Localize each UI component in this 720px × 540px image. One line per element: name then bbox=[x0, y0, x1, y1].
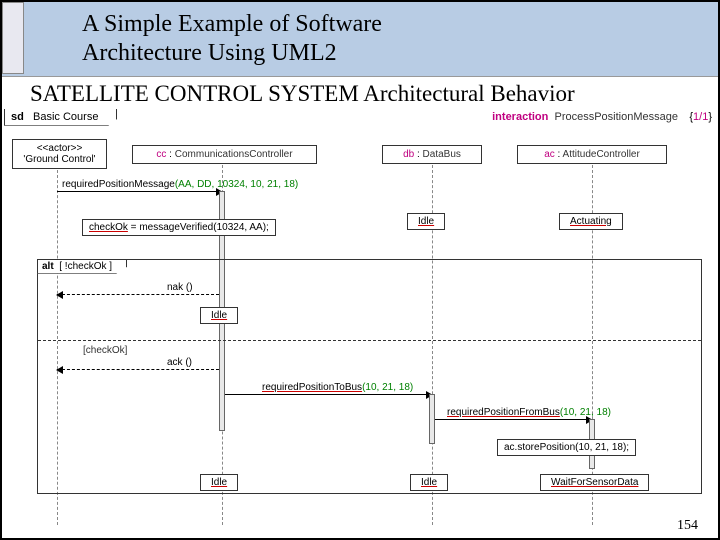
title-line1: A Simple Example of Software bbox=[82, 11, 382, 37]
sequence-count: {1/1} bbox=[689, 111, 712, 123]
sd-keyword: sd bbox=[11, 111, 24, 123]
lifeline-cc: cc : CommunicationsController bbox=[132, 145, 317, 164]
interaction-kw: interaction bbox=[492, 111, 548, 123]
lifeline-ac: ac : AttitudeController bbox=[517, 145, 667, 164]
page-title: A Simple Example of Software Architectur… bbox=[32, 10, 708, 68]
alt-frame: alt [ !checkOk ] [checkOk] bbox=[37, 259, 702, 494]
alt-divider bbox=[38, 340, 701, 341]
msg1-args: (AA, DD, 10324, 10, 21, 18) bbox=[175, 179, 298, 190]
actor-stereotype: <<actor>> bbox=[19, 143, 100, 154]
lifeline-db: db : DataBus bbox=[382, 145, 482, 164]
msg2-lhs: checkOk bbox=[89, 222, 128, 233]
ac-cls: AttitudeController bbox=[563, 149, 640, 160]
page-subtitle: SATELLITE CONTROL SYSTEM Architectural B… bbox=[2, 77, 718, 109]
side-tab bbox=[2, 2, 24, 74]
alt-guard2: [checkOk] bbox=[83, 345, 127, 356]
sequence-diagram: sd Basic Course interaction ProcessPosit… bbox=[2, 109, 718, 529]
sd-name: Basic Course bbox=[33, 111, 98, 123]
state-ac-actuating: Actuating bbox=[559, 213, 623, 230]
db-cls: DataBus bbox=[423, 149, 461, 160]
msg3-name: requiredPositionToBus bbox=[262, 382, 362, 393]
cc-cls: CommunicationsController bbox=[175, 149, 293, 160]
state-actuating: Actuating bbox=[570, 216, 612, 227]
msg1-name: requiredPositionMessage bbox=[62, 179, 175, 190]
actor-name: 'Ground Control' bbox=[19, 154, 100, 165]
seq-count-val: 1/1 bbox=[693, 111, 708, 123]
msg4-name: requiredPositionFromBus bbox=[447, 407, 560, 418]
msg1-arrow bbox=[57, 191, 222, 192]
msg4-args: (10, 21, 18) bbox=[560, 407, 611, 418]
ack-label: ack () bbox=[167, 357, 192, 368]
msg1-label: requiredPositionMessage(AA, DD, 10324, 1… bbox=[62, 179, 298, 190]
state-db-idle-1: Idle bbox=[407, 213, 445, 230]
frame-tab: sd Basic Course bbox=[4, 109, 117, 126]
alt-kw: alt bbox=[42, 261, 54, 272]
interaction-label: interaction ProcessPositionMessage bbox=[492, 111, 678, 123]
state-idle-1: Idle bbox=[418, 216, 434, 227]
msg3-args: (10, 21, 18) bbox=[362, 382, 413, 393]
cc-obj: cc bbox=[156, 149, 166, 160]
title-line2: Architecture Using UML2 bbox=[82, 40, 337, 66]
alt-tab: alt [ !checkOk ] bbox=[37, 259, 127, 274]
alt-guard1: [ !checkOk ] bbox=[59, 261, 112, 272]
title-banner: A Simple Example of Software Architectur… bbox=[2, 2, 718, 77]
ac-obj: ac bbox=[544, 149, 555, 160]
msg2-rhs: messageVerified(10324, AA); bbox=[139, 222, 269, 233]
msg3-label: requiredPositionToBus(10, 21, 18) bbox=[262, 382, 413, 393]
nak-label: nak () bbox=[167, 282, 193, 293]
msg5-box: ac.storePosition(10, 21, 18); bbox=[497, 439, 636, 456]
interaction-name: ProcessPositionMessage bbox=[554, 111, 678, 123]
msg4-label: requiredPositionFromBus(10, 21, 18) bbox=[447, 407, 611, 418]
lifeline-actor: <<actor>> 'Ground Control' bbox=[12, 139, 107, 169]
msg2-box: checkOk = messageVerified(10324, AA); bbox=[82, 219, 276, 236]
msg5-text: ac.storePosition(10, 21, 18); bbox=[504, 442, 629, 453]
db-obj: db bbox=[403, 149, 414, 160]
page-number: 154 bbox=[677, 518, 698, 534]
